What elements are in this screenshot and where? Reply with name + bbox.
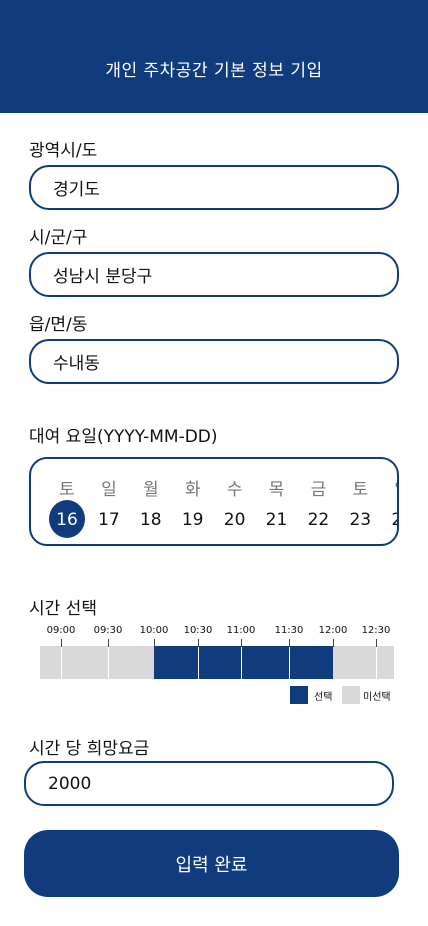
time-slot-unselected[interactable] — [333, 646, 394, 679]
submit-button[interactable]: 입력 완료 — [24, 830, 399, 897]
time-label: 시간 선택 — [29, 599, 97, 619]
date-label: 대여 요일(YYYY-MM-DD) — [29, 427, 218, 447]
time-slot-divider — [376, 646, 377, 679]
day-number: 17 — [98, 510, 120, 530]
day-number: 20 — [223, 510, 246, 530]
time-slot-divider — [241, 646, 242, 679]
time-tick-label: 11:30 — [274, 625, 304, 636]
time-tick-mark — [154, 639, 155, 647]
app-header: 개인 주차공간 기본 정보 기입 — [0, 0, 428, 113]
province-value: 경기도 — [53, 180, 100, 200]
time-tick-mark — [241, 639, 242, 647]
price-input[interactable]: 2000 — [24, 761, 394, 806]
time-tick-label: 11:00 — [226, 625, 256, 636]
day-number: 18 — [139, 510, 162, 530]
legend-selected-swatch — [290, 686, 308, 704]
day-number: 19 — [181, 510, 204, 530]
day-of-week: 일 — [101, 480, 117, 500]
time-tick-mark — [333, 639, 334, 647]
town-label: 읍/면/동 — [29, 315, 88, 335]
time-slot-divider — [108, 646, 109, 679]
day-of-week: 일 — [384, 475, 397, 500]
date-picker-strip[interactable]: 토 16 일 17 월 18 화 19 수 20 목 21 금 22 토 23 일 24 — [29, 457, 399, 546]
city-input[interactable]: 성남시 분당구 — [29, 252, 399, 297]
day-of-week: 월 — [142, 480, 159, 500]
day-of-week: 목 — [268, 480, 285, 500]
town-input[interactable]: 수내동 — [29, 339, 399, 384]
time-tick-mark — [108, 639, 109, 647]
time-slot-divider — [198, 646, 199, 679]
time-tick-label: 09:00 — [46, 625, 76, 636]
selected-date-indicator — [49, 500, 85, 538]
page-title: 개인 주차공간 기본 정보 기입 — [105, 61, 323, 81]
time-tick-label: 09:30 — [93, 625, 123, 636]
time-slot-selected[interactable] — [154, 646, 333, 679]
city-label: 시/군/구 — [29, 228, 88, 248]
time-tick-mark — [61, 639, 62, 647]
city-value: 성남시 분당구 — [53, 267, 153, 287]
day-number: 24 — [384, 510, 397, 530]
day-number: 21 — [265, 510, 288, 530]
day-number: 16 — [56, 510, 78, 530]
time-slot-unselected[interactable] — [40, 646, 154, 679]
legend-selected-label: 선택 — [314, 692, 333, 703]
time-tick-label: 12:00 — [318, 625, 348, 636]
time-tick-label: 12:30 — [361, 625, 391, 636]
town-value: 수내동 — [53, 354, 100, 374]
time-slot-divider — [61, 646, 62, 679]
time-tick-label: 10:30 — [183, 625, 213, 636]
time-slot-divider — [289, 646, 290, 679]
province-input[interactable]: 경기도 — [29, 165, 399, 210]
day-of-week: 토 — [352, 480, 369, 500]
province-label: 광역시/도 — [29, 141, 98, 161]
price-value: 2000 — [48, 773, 92, 794]
day-of-week: 화 — [184, 480, 201, 500]
day-number: 23 — [349, 510, 372, 530]
day-of-week: 수 — [226, 480, 243, 500]
time-tick-mark — [198, 639, 199, 647]
day-number: 22 — [307, 510, 330, 530]
time-tick-mark — [376, 639, 377, 647]
legend-unselected-swatch — [342, 686, 360, 704]
time-tick-mark — [289, 639, 290, 647]
day-of-week: 토 — [59, 480, 75, 500]
time-tick-label: 10:00 — [139, 625, 169, 636]
price-label: 시간 당 희망요금 — [29, 739, 150, 759]
legend-unselected-label: 미선택 — [363, 692, 391, 703]
day-of-week: 금 — [310, 480, 327, 500]
